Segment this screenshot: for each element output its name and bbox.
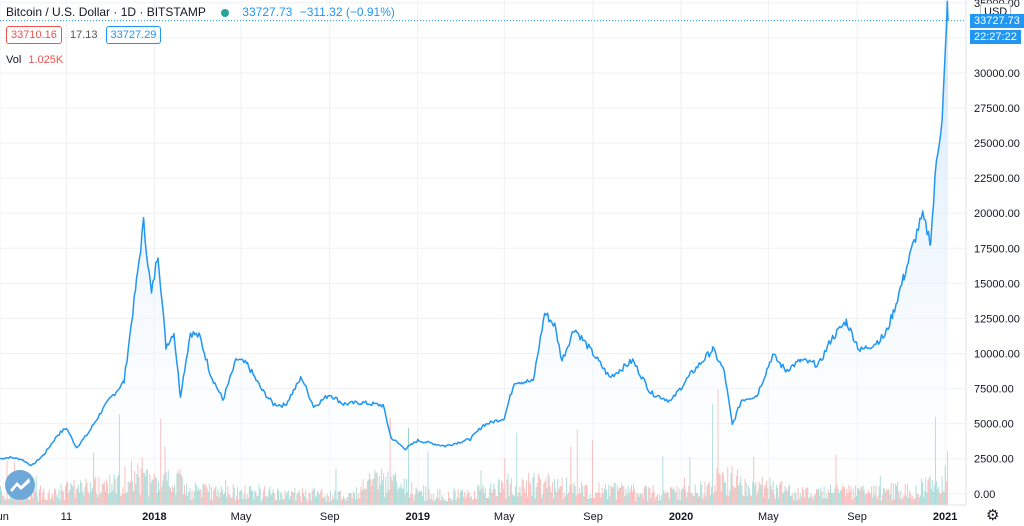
gear-icon[interactable]: ⚙ xyxy=(986,507,1000,524)
tradingview-logo-icon[interactable] xyxy=(5,470,35,500)
y-tick-label: 7500.00 xyxy=(974,384,1014,396)
x-tick-label: May xyxy=(758,511,779,523)
x-tick-label: Jun xyxy=(0,511,9,523)
x-tick-label: 2019 xyxy=(405,511,429,523)
y-tick-label: 17500.00 xyxy=(974,243,1020,255)
x-tick-label: May xyxy=(231,511,252,523)
y-tick-label: 22500.00 xyxy=(974,173,1020,185)
last-price-tag: 33727.73 xyxy=(970,13,1024,28)
y-tick-label: 15000.00 xyxy=(974,278,1020,290)
y-tick-label: 2500.00 xyxy=(974,454,1014,466)
x-tick-label: 2020 xyxy=(669,511,693,523)
y-tick-label: 10000.00 xyxy=(974,349,1020,361)
time-axis[interactable]: Jun 11 2018 May Sep 2019 May Sep 2020 May Sep 2021 xyxy=(0,511,957,523)
sell-price-button[interactable]: 33710.16 xyxy=(6,26,62,44)
bid-ask-row: 33710.16 17.13 33727.29 xyxy=(6,26,162,44)
x-tick-label: Sep xyxy=(320,511,340,523)
y-tick-label: 30000.00 xyxy=(974,68,1020,80)
x-tick-label: Sep xyxy=(583,511,603,523)
volume-legend[interactable]: Vol 1.025K xyxy=(6,54,63,66)
legend-header: Bitcoin / U.S. Dollar · 1D · BITSTAMP 33… xyxy=(6,5,395,19)
y-tick-label: 12500.00 xyxy=(974,313,1020,325)
x-tick-label: May xyxy=(494,511,515,523)
x-tick-label: 2021 xyxy=(933,511,957,523)
y-tick-label: 25000.00 xyxy=(974,138,1020,150)
price-change: −311.32 (−0.91%) xyxy=(299,5,395,19)
y-tick-label: 5000.00 xyxy=(974,419,1014,431)
y-tick-label: 20000.00 xyxy=(974,208,1020,220)
price-line xyxy=(0,0,949,467)
symbol-title[interactable]: Bitcoin / U.S. Dollar · 1D · BITSTAMP xyxy=(6,5,206,19)
countdown-tag: 22:27:22 xyxy=(970,29,1021,44)
spread-value: 17.13 xyxy=(69,29,98,41)
x-tick-label: 2018 xyxy=(142,511,166,523)
price-area xyxy=(0,1,948,506)
y-tick-label: 0.00 xyxy=(974,489,995,501)
x-tick-label: 11 xyxy=(61,511,72,523)
x-tick-label: Sep xyxy=(847,511,867,523)
price-axis[interactable]: 0.00 2500.00 5000.00 7500.00 10000.00 12500.0… xyxy=(974,0,1020,501)
y-tick-label: 27500.00 xyxy=(974,103,1020,115)
buy-price-button[interactable]: 33727.29 xyxy=(105,26,162,44)
market-status-icon xyxy=(220,8,229,17)
last-price: 33727.73 xyxy=(242,5,293,19)
volume-label: Vol xyxy=(6,54,22,66)
volume-value: 1.025K xyxy=(28,54,64,66)
